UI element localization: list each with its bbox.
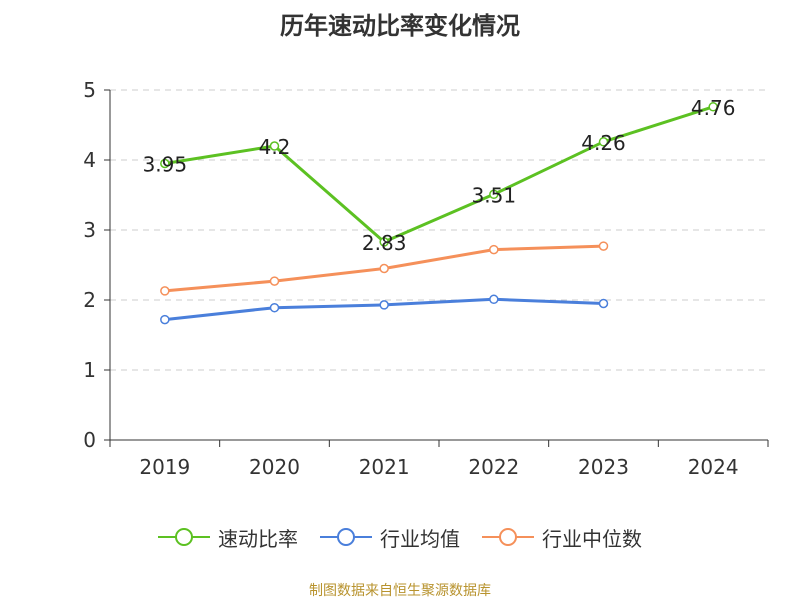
data-label: 4.26 (581, 131, 626, 155)
x-tick-label: 2020 (249, 455, 300, 479)
data-point (489, 244, 499, 255)
x-tick-label: 2023 (578, 455, 629, 479)
data-point (598, 241, 609, 251)
data-point (379, 300, 389, 310)
data-point (379, 237, 389, 247)
y-tick-label: 3 (83, 218, 96, 242)
legend-item[interactable]: 行业均值 (320, 523, 460, 552)
legend-marker (337, 528, 355, 546)
data-label: 3.95 (143, 153, 188, 177)
legend: 速动比率 行业均值 行业中位数 (0, 520, 800, 554)
y-tick-label: 1 (83, 358, 96, 382)
series-line (164, 105, 714, 244)
data-point (708, 102, 718, 112)
y-tick-label: 4 (83, 148, 96, 172)
data-point (160, 314, 170, 325)
legend-marker (175, 528, 193, 546)
y-tick-label: 2 (83, 288, 96, 312)
chart-title: 历年速动比率变化情况 (280, 12, 520, 40)
legend-label: 行业中位数 (542, 526, 642, 551)
legend-item[interactable]: 速动比率 (158, 523, 298, 552)
legend-swatch (482, 528, 534, 546)
legend-label: 行业均值 (380, 526, 460, 551)
data-label: 4.2 (259, 135, 291, 159)
data-point (489, 294, 499, 305)
x-tick-label: 2019 (139, 455, 190, 479)
y-tick-label: 0 (83, 428, 96, 452)
legend-label: 速动比率 (218, 526, 298, 551)
y-tick-label: 5 (83, 78, 96, 102)
data-point (379, 263, 389, 274)
data-point (269, 141, 280, 151)
data-label: 2.83 (362, 231, 407, 255)
x-tick-label: 2021 (359, 455, 410, 479)
legend-marker (499, 528, 517, 546)
x-tick-label: 2022 (468, 455, 519, 479)
legend-item[interactable]: 行业中位数 (482, 523, 642, 552)
data-point (489, 189, 499, 200)
data-point (160, 158, 170, 169)
data-label: 4.76 (691, 96, 736, 120)
data-label: 3.51 (472, 183, 517, 207)
data-point (160, 286, 170, 296)
data-point (269, 302, 280, 313)
legend-swatch (158, 528, 210, 546)
data-point (598, 298, 609, 309)
data-point (269, 276, 280, 286)
source-note: 制图数据来自恒生聚源数据库 (309, 583, 491, 599)
data-point (598, 137, 609, 147)
x-tick-label: 2024 (688, 455, 739, 479)
legend-swatch (320, 528, 372, 546)
